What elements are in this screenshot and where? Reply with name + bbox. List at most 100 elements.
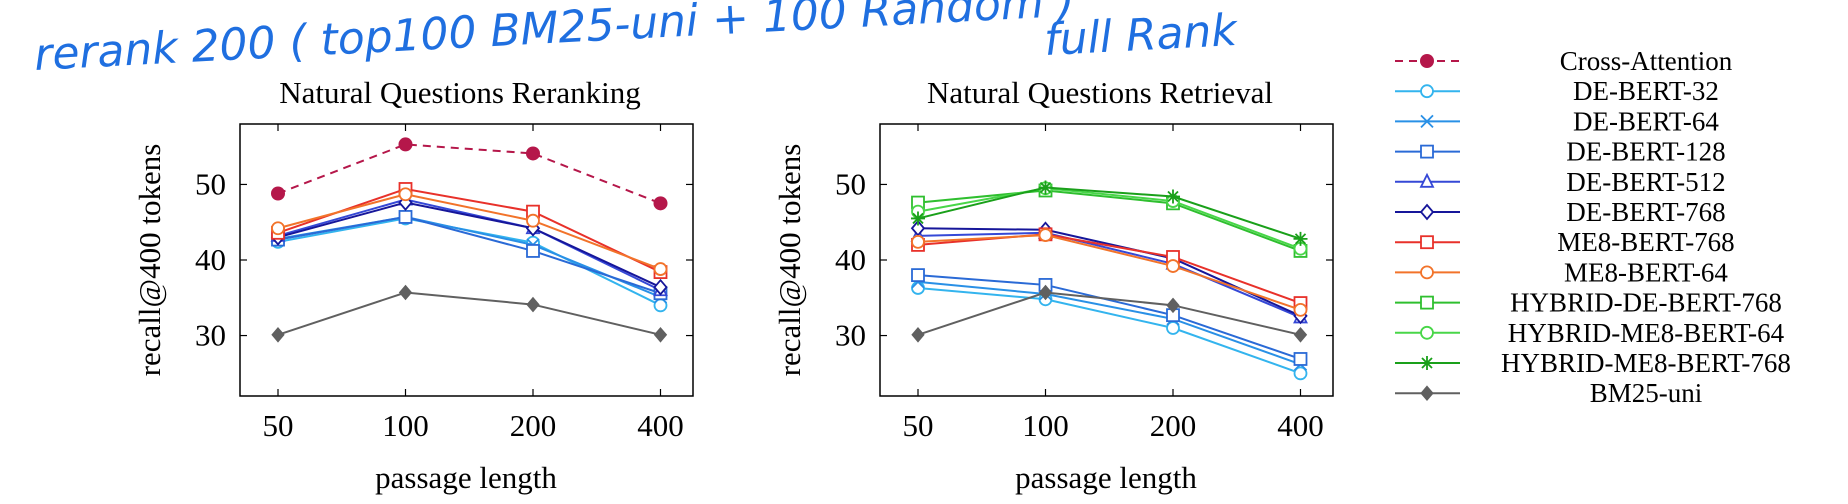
chart-title: Natural Questions Retrieval [927, 75, 1273, 110]
data-point [271, 186, 285, 201]
data-point [911, 327, 925, 343]
series-line [917, 189, 1301, 252]
legend-label: ME8-BERT-768 [1557, 227, 1734, 257]
data-point [653, 327, 668, 343]
series-line [917, 280, 1301, 366]
series-de-bert-128 [911, 268, 1308, 366]
legend-swatch-marker [1420, 54, 1434, 68]
x-tick-label: 50 [903, 408, 934, 443]
data-point [398, 284, 413, 301]
series-line [917, 187, 1301, 250]
data-point [526, 213, 540, 228]
data-point [1293, 327, 1308, 343]
series-de-bert-768 [910, 219, 1308, 325]
data-point [1293, 352, 1308, 366]
legend-label: DE-BERT-768 [1566, 197, 1725, 227]
x-tick-label: 200 [510, 408, 557, 443]
series-line [917, 186, 1301, 240]
series-line [277, 143, 661, 205]
legend-swatch-marker [1420, 385, 1434, 401]
legend-swatch-marker [1420, 265, 1434, 280]
y-tick-label: 30 [835, 318, 866, 353]
series-line [277, 193, 661, 271]
series-me8-bert-64 [911, 228, 1308, 317]
series-hybrid-me8-bert-768 [911, 180, 1308, 246]
series-me8-bert-768 [911, 227, 1308, 310]
series-group [270, 137, 668, 343]
series-line [917, 227, 1301, 317]
data-point [911, 268, 925, 283]
x-tick-label: 200 [1150, 408, 1197, 443]
series-de-bert-128 [271, 210, 668, 301]
series-bm25-uni [271, 284, 668, 343]
data-point [1166, 189, 1180, 204]
series-line [277, 291, 661, 336]
plot-frame [879, 123, 1334, 397]
tick-marks [880, 124, 1333, 396]
data-point [398, 137, 413, 152]
data-point [271, 221, 285, 236]
data-point [1038, 180, 1053, 195]
legend-swatch-marker [1419, 203, 1435, 221]
data-point [911, 211, 925, 226]
legend-label: DE-BERT-64 [1573, 106, 1719, 136]
y-tick-label: 50 [835, 166, 866, 201]
x-tick-label: 50 [263, 408, 294, 443]
data-point [653, 262, 668, 276]
legend-label: DE-BERT-128 [1566, 137, 1725, 167]
y-tick-label: 50 [195, 166, 226, 201]
y-axis-label: recall@400 tokens [772, 144, 807, 377]
series-line [277, 198, 661, 292]
x-axis-label: passage length [375, 460, 557, 495]
legend-label: DE-BERT-512 [1566, 167, 1725, 197]
legend-swatch-marker [1420, 144, 1434, 159]
data-point [1293, 366, 1308, 381]
data-point [1293, 231, 1308, 246]
handwritten-note-left: rerank 200 ( top100 BM25-uni + 100 Rando… [33, 0, 1076, 81]
y-tick-label: 40 [835, 242, 866, 277]
y-tick-label: 30 [195, 318, 226, 353]
legend-label: BM25-uni [1590, 378, 1703, 408]
legend-swatch-marker [1420, 114, 1434, 129]
legend-label: Cross-Attention [1560, 46, 1733, 76]
series-line [917, 231, 1301, 319]
data-point [911, 234, 925, 249]
series-line [917, 234, 1301, 311]
data-point [1166, 259, 1180, 273]
x-tick-label: 400 [637, 408, 684, 443]
legend-label: HYBRID-DE-BERT-768 [1510, 288, 1782, 318]
data-point [398, 187, 413, 202]
series-line [277, 201, 661, 289]
legend: Cross-Attention DE-BERT-32 DE-BERT-64 DE… [1395, 46, 1791, 408]
series-line [917, 233, 1301, 305]
series-line [277, 215, 661, 295]
data-point [653, 278, 668, 296]
data-point [526, 296, 540, 313]
legend-swatch-marker [1419, 172, 1435, 188]
chart-reranking: Natural Questions Reranking recall@400 t… [132, 75, 694, 495]
y-tick-label: 40 [195, 242, 226, 277]
plot-frame [239, 123, 694, 397]
series-line [917, 274, 1301, 360]
data-point [653, 196, 668, 211]
data-point [398, 210, 413, 224]
series-de-bert-32 [911, 281, 1308, 381]
x-tick-label: 400 [1277, 408, 1324, 443]
chart-retrieval: Natural Questions Retrieval recall@400 t… [772, 75, 1334, 495]
legend-swatch-marker [1420, 325, 1434, 340]
legend-label: HYBRID-ME8-BERT-64 [1508, 318, 1785, 348]
handwritten-note-right: full Rank [1043, 5, 1240, 66]
series-bm25-uni [911, 284, 1308, 343]
tick-marks [240, 124, 693, 396]
legend-swatch-marker [1420, 295, 1434, 310]
series-de-bert-64 [271, 210, 668, 304]
y-axis-label: recall@400 tokens [132, 144, 167, 377]
series-cross-attention [271, 137, 668, 211]
series-line [917, 286, 1301, 375]
data-point [911, 281, 925, 295]
data-point [1038, 284, 1053, 301]
legend-swatch-marker [1420, 84, 1434, 99]
chart-title: Natural Questions Reranking [279, 75, 641, 110]
series-line [917, 291, 1301, 336]
